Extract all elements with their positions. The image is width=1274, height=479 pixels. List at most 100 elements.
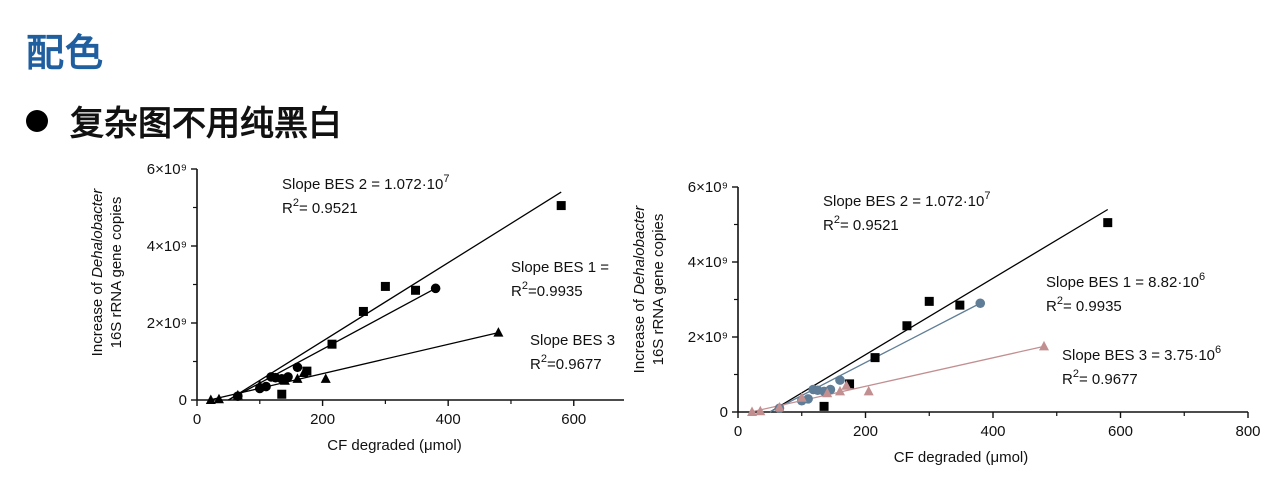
y-tick-label: 0 (720, 404, 728, 421)
chart-svg-black-white: 0 200 400 600 0 2×10⁹ 4×10⁹ 6×10⁹ CF degraded (μ… (89, 161, 624, 454)
point-bes-2 (411, 285, 421, 295)
y-tick-label: 6×10⁹ (688, 179, 728, 196)
x-axis-label: CF degraded (μmol) (327, 437, 462, 454)
point-bes-3 (822, 387, 833, 398)
y-axis-label-italic: Dehalobacter (89, 188, 106, 278)
x-tick-label: 0 (193, 411, 201, 428)
annotation-slope: Slope BES 2 = 1.072·107 (282, 173, 450, 193)
x-tick-label: 0 (734, 423, 742, 440)
annotation-r2-r: R (530, 356, 541, 373)
annotation-r2-sq: 2 (834, 214, 840, 226)
point-bes-3 (292, 373, 303, 383)
x-tick-label: 200 (853, 423, 878, 440)
bullet-text: 复杂图不用纯黑白 (70, 104, 342, 144)
y-tick-label: 4×10⁹ (688, 254, 728, 271)
fit-line-bes-3 (750, 345, 1045, 413)
y-axis-label-line1: Increase of Dehalobacter (631, 205, 648, 374)
y-tick-label: 0 (179, 392, 187, 409)
annotation-r2-sq: 2 (293, 197, 299, 209)
point-bes-2 (845, 379, 855, 389)
point-bes-3 (205, 394, 216, 404)
slide-title: 配色 (26, 31, 105, 75)
point-bes-3 (493, 327, 504, 337)
fit-line-bes-3 (209, 331, 499, 401)
point-bes-1 (975, 298, 986, 309)
chart-colored: 0 200 400 600 800 0 2×10⁹ 4×10⁹ 6×10⁹ CF degraded… (630, 160, 1270, 475)
point-bes-3 (232, 389, 243, 400)
point-bes-1 (292, 362, 303, 373)
point-bes-3 (774, 402, 785, 412)
point-bes-2 (380, 281, 390, 291)
point-bes-1 (835, 375, 845, 385)
point-bes-1 (430, 283, 441, 294)
y-axis-label-line2: 16S rRNA gene copies (108, 197, 125, 349)
annotation-slope-text: Slope BES 1 = 8.82·10 (1046, 274, 1199, 291)
annotation-r2-value: =0.9935 (528, 283, 583, 300)
point-bes-3 (213, 393, 224, 404)
annotation-slope-text: Slope BES 2 = 1.072·10 (823, 193, 984, 210)
annotation-slope: Slope BES 2 = 1.072·107 (823, 190, 991, 210)
annotation-r2-value: = 0.9677 (1079, 371, 1138, 388)
point-bes-2 (358, 306, 368, 316)
x-tick-label: 400 (436, 411, 461, 428)
point-bes-2 (277, 389, 287, 399)
point-bes-2 (924, 296, 934, 306)
annotation-r2-r: R (1046, 298, 1057, 315)
point-bes-3 (755, 405, 766, 416)
annotation-r2-value: = 0.9521 (299, 200, 358, 217)
point-bes-3 (254, 379, 265, 390)
annotation-slope-exponent: 6 (1215, 344, 1221, 356)
chart-svg-colored: 0 200 400 600 800 0 2×10⁹ 4×10⁹ 6×10⁹ CF degraded… (631, 179, 1261, 466)
annotation-slope-exponent: 6 (1199, 271, 1205, 283)
annotation-r2: R2= 0.9935 (1046, 295, 1122, 315)
fit-line-bes-2 (769, 208, 1109, 413)
annotation-r2-sq: 2 (1073, 368, 1079, 380)
point-bes-3 (841, 380, 852, 390)
point-bes-3 (835, 385, 845, 396)
annotation-r2: R2=0.9677 (530, 353, 602, 373)
annotation-slope-exponent: 7 (443, 173, 449, 185)
point-bes-2 (1103, 218, 1113, 228)
point-bes-3 (320, 373, 331, 383)
annotation-slope-text: Slope BES 3 (530, 332, 615, 349)
annotation-r2-sq: 2 (522, 280, 528, 292)
annotation-r2: R2= 0.9677 (1062, 368, 1138, 388)
y-axis-label-line1: Increase of Dehalobacter (89, 188, 106, 357)
y-axis-label-line2: 16S rRNA gene copies (650, 214, 667, 366)
x-tick-label: 600 (1108, 423, 1133, 440)
annotation-slope-text: Slope BES 2 = 1.072·10 (282, 176, 443, 193)
point-bes-3 (279, 375, 290, 385)
annotation-r2-value: = 0.9935 (1063, 298, 1122, 315)
annotation-r2-value: =0.9677 (547, 356, 602, 373)
annotation-slope-text: Slope BES 1 = (511, 259, 609, 276)
point-bes-2 (819, 401, 829, 411)
annotation-slope: Slope BES 1 = 8.82·106 (1046, 271, 1205, 291)
point-bes-2 (556, 201, 566, 211)
y-tick-label: 4×10⁹ (147, 238, 187, 255)
point-bes-3 (796, 392, 807, 402)
y-tick-label: 6×10⁹ (147, 161, 187, 178)
y-axis-label-prefix: Increase of (89, 278, 106, 356)
x-tick-label: 400 (980, 423, 1005, 440)
point-bes-3 (298, 367, 309, 378)
x-axis-label: CF degraded (μmol) (894, 449, 1029, 466)
annotation-slope: Slope BES 3 = 3.75·106 (1062, 344, 1221, 364)
y-tick-label: 2×10⁹ (147, 315, 187, 332)
point-bes-2 (955, 300, 965, 310)
point-bes-2 (902, 321, 912, 331)
annotation-r2-r: R (1062, 371, 1073, 388)
point-bes-3 (747, 406, 758, 416)
x-tick-label: 800 (1235, 423, 1260, 440)
chart-black-white: 0 200 400 600 0 2×10⁹ 4×10⁹ 6×10⁹ CF degraded (μ… (84, 152, 628, 475)
point-bes-2 (870, 353, 880, 363)
annotation-r2: R2= 0.9521 (282, 197, 358, 217)
fit-line-bes-2 (228, 191, 562, 401)
annotation-r2-r: R (511, 283, 522, 300)
annotation-slope-text: Slope BES 3 = 3.75·10 (1062, 347, 1215, 364)
point-bes-3 (1039, 340, 1049, 351)
annotation-r2-sq: 2 (541, 353, 547, 365)
annotation-r2: R2=0.9935 (511, 280, 583, 300)
annotation-slope-exponent: 7 (984, 190, 990, 202)
annotation-r2: R2= 0.9521 (823, 214, 899, 234)
annotation-slope: Slope BES 1 = (511, 259, 609, 276)
